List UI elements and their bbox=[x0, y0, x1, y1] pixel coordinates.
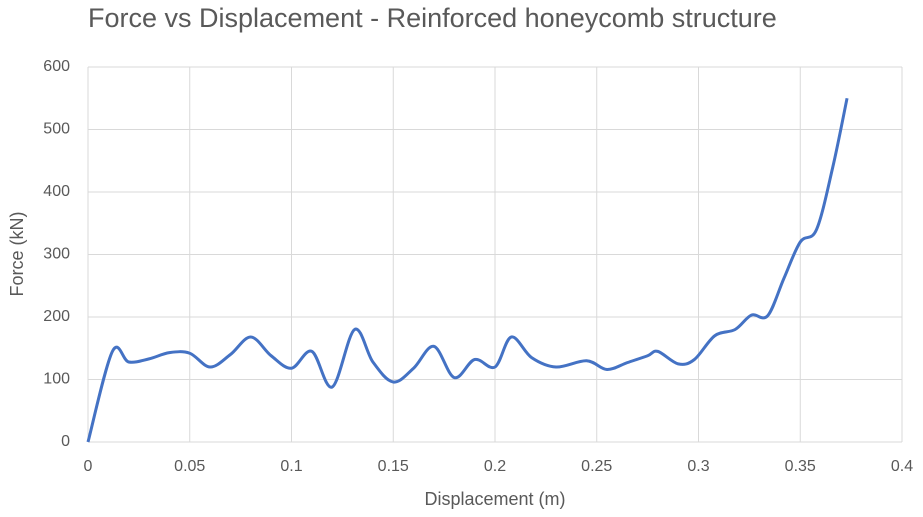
x-axis-label: Displacement (m) bbox=[424, 489, 565, 509]
y-tick-label: 500 bbox=[43, 121, 70, 138]
data-line bbox=[86, 97, 849, 443]
y-tick-label: 100 bbox=[43, 371, 70, 388]
y-tick-label: 300 bbox=[43, 246, 70, 263]
x-tick-label: 0.35 bbox=[785, 458, 816, 475]
x-tick-label: 0.05 bbox=[174, 458, 205, 475]
x-tick-label: 0 bbox=[84, 458, 93, 475]
x-tick-label: 0.4 bbox=[891, 458, 913, 475]
x-tick-label: 0.15 bbox=[378, 458, 409, 475]
chart-title: Force vs Displacement - Reinforced honey… bbox=[88, 3, 777, 33]
y-tick-label: 200 bbox=[43, 308, 70, 325]
y-tick-label: 0 bbox=[61, 433, 70, 450]
y-tick-label: 400 bbox=[43, 183, 70, 200]
x-tick-label: 0.2 bbox=[484, 458, 506, 475]
x-tick-label: 0.3 bbox=[687, 458, 709, 475]
x-tick-label: 0.1 bbox=[280, 458, 302, 475]
y-axis-label: Force (kN) bbox=[7, 212, 27, 297]
x-tick-label: 0.25 bbox=[581, 458, 612, 475]
y-tick-label: 600 bbox=[43, 58, 70, 75]
